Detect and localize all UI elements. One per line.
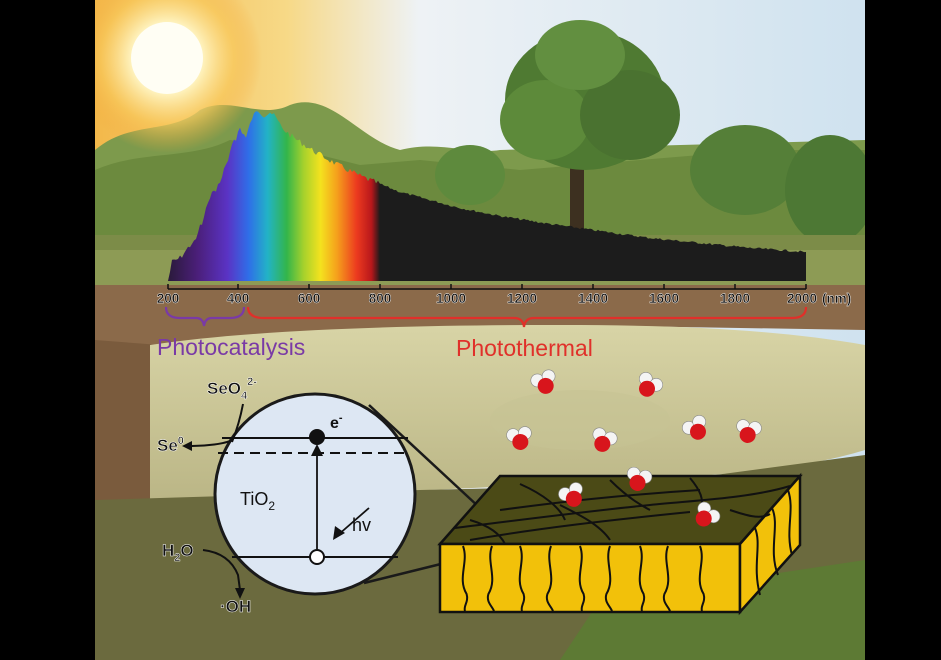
water-molecule-icon: [695, 501, 721, 527]
water-molecule-icon: [682, 415, 706, 440]
selenate-reduction-arrow: [231, 403, 244, 443]
photon-label: hv: [352, 515, 371, 535]
selenate-label: SeO42-: [207, 376, 257, 402]
spectrum-axis: 200 400 600 800 1000 1200 1400 1600 1800…: [157, 284, 851, 306]
tio2-band-diagram: e- TiO2 hv: [213, 392, 417, 596]
axis-unit-label: (nm): [822, 291, 851, 306]
selenium-label: Se0: [157, 435, 184, 455]
tick-label-200: 200: [157, 291, 180, 306]
tick-label-1800: 1800: [720, 291, 750, 306]
hole-dot: [309, 549, 325, 565]
arrow-head-icon: [311, 444, 323, 456]
wood-channel: [698, 545, 706, 612]
sun-icon: [131, 22, 203, 94]
water-molecule-icon: [639, 372, 663, 397]
water-molecule-icon: [592, 427, 618, 452]
tick-label-800: 800: [369, 291, 392, 306]
wood-channel: [604, 545, 613, 612]
photon-arrow-head-icon: [333, 526, 345, 540]
big-tree: [500, 20, 680, 230]
water-molecule-icon: [506, 426, 532, 450]
tick-label-2000: 2000: [787, 291, 817, 306]
tio2-label: TiO2: [240, 489, 275, 513]
photon-arrow: [337, 507, 370, 536]
electron-dot: [309, 429, 325, 445]
water-molecule-icon: [736, 419, 762, 443]
tick-label-1200: 1200: [507, 291, 537, 306]
selenate-arrow-head-icon: [182, 441, 192, 451]
wood-channel: [518, 545, 526, 612]
water-molecules: [506, 369, 762, 527]
hydroxyl-label: ·OH: [220, 597, 251, 616]
evaporator-side-channels: [754, 489, 793, 596]
tick-label-400: 400: [227, 291, 250, 306]
photocatalysis-brace: [164, 306, 246, 327]
wood-channel: [638, 545, 646, 612]
wood-channel: [662, 545, 671, 612]
range-braces: Photocatalysis Photothermal: [157, 306, 808, 361]
evaporator-front-channels: [461, 545, 706, 612]
water-molecule-icon: [626, 466, 653, 491]
wood-evaporator: [437, 472, 803, 616]
wood-channel: [486, 545, 495, 612]
photothermal-label: Photothermal: [456, 335, 593, 361]
photocatalysis-label: Photocatalysis: [157, 334, 305, 360]
wood-channel: [461, 545, 469, 612]
spectrum-visible-region: [168, 111, 380, 281]
photothermal-brace: [246, 306, 808, 328]
water-oxidation-arrow: [202, 549, 241, 591]
wood-channel: [545, 545, 554, 612]
evaporator-front-face: [438, 542, 742, 614]
tick-label-1000: 1000: [436, 291, 466, 306]
wood-channel: [578, 545, 586, 612]
tick-label-1400: 1400: [578, 291, 608, 306]
spectrum-infrared-region: [380, 183, 806, 281]
water-molecule-icon: [530, 369, 556, 394]
water-label: H2O: [162, 541, 194, 564]
evaporator-side-face: [738, 472, 802, 616]
water-molecule-icon: [558, 482, 583, 507]
solar-spectrum: [168, 111, 806, 281]
tio2-circle: [213, 392, 417, 596]
tick-label-600: 600: [298, 291, 321, 306]
tick-label-1600: 1600: [649, 291, 679, 306]
water-arrow-head-icon: [235, 588, 245, 599]
redox-labels: SeO42- Se0 H2O ·OH: [157, 376, 258, 617]
evaporator-top-face: [437, 474, 803, 546]
electron-label: e-: [330, 412, 343, 432]
